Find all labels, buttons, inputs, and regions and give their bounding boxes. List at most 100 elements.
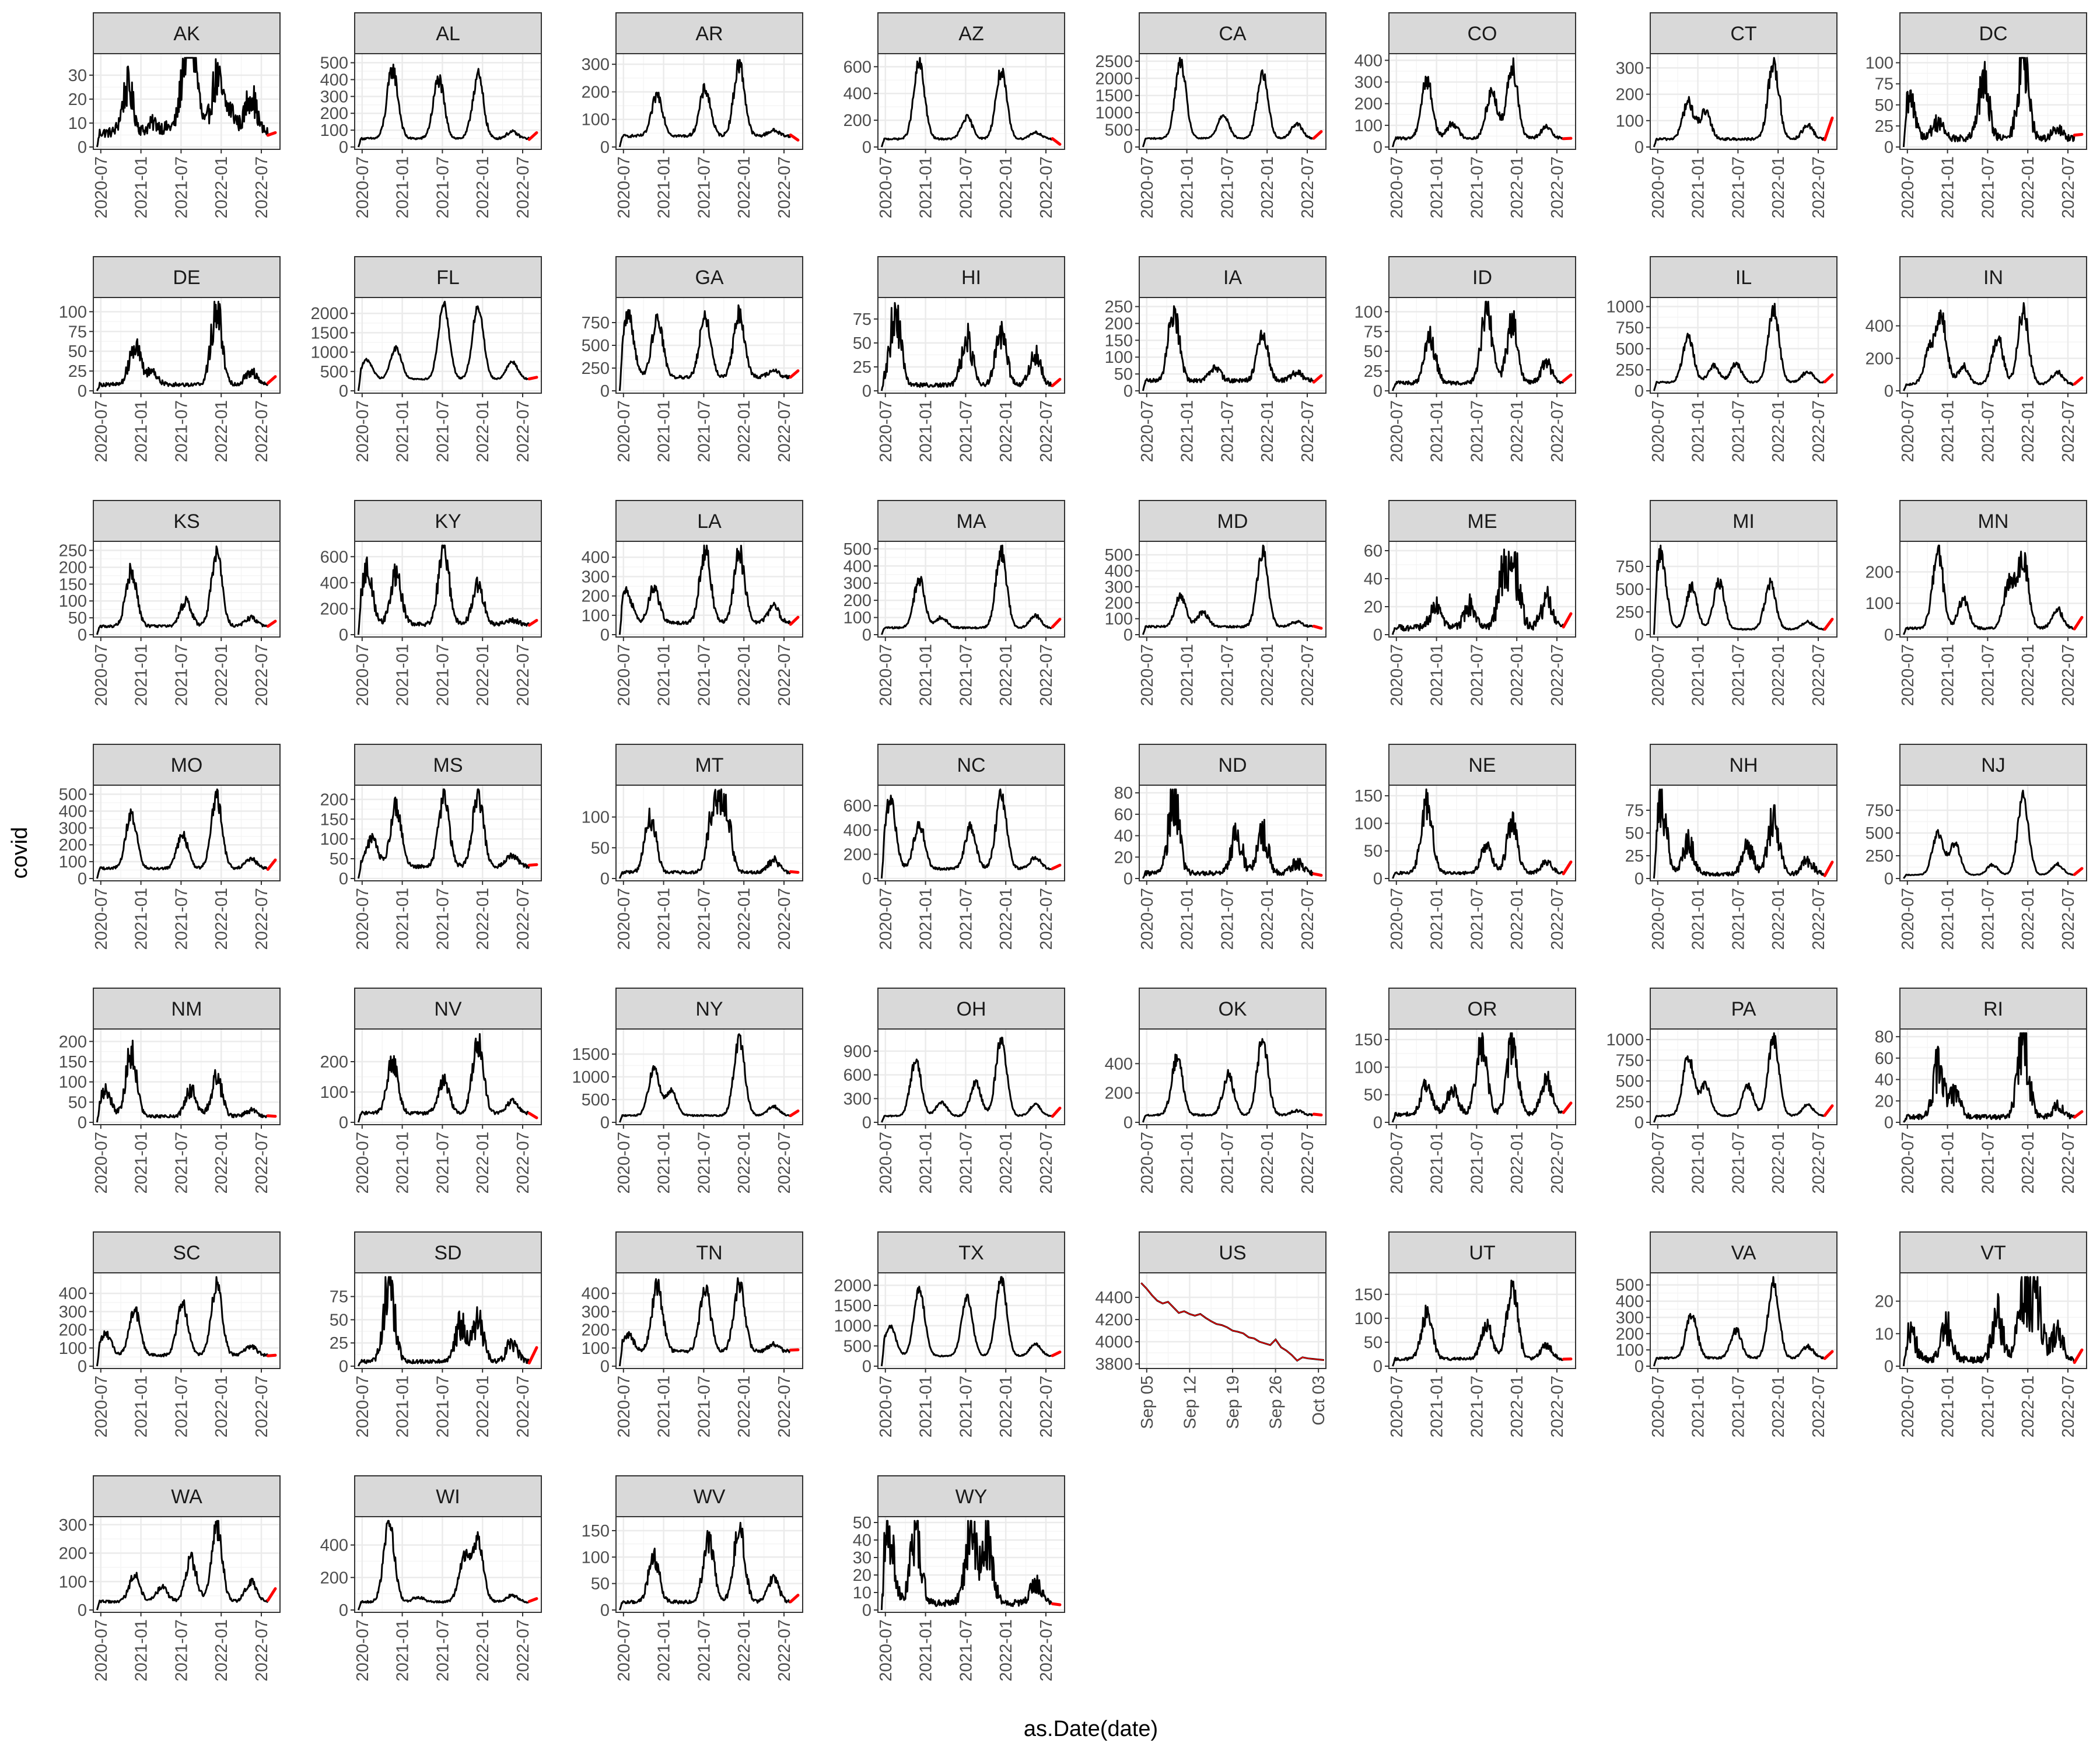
x-tick-label: 2021-07 — [1218, 644, 1237, 706]
y-tick-label: 300 — [582, 1303, 610, 1321]
panel-border — [1139, 297, 1326, 394]
facet-strip-label: WV — [694, 1486, 726, 1508]
x-tick-label: 2022-01 — [474, 156, 492, 218]
panel-border — [354, 541, 542, 638]
y-tick-label: 250 — [1616, 603, 1644, 622]
y-tick-label: 0 — [339, 382, 348, 401]
y-tick-label: 4200 — [1095, 1311, 1133, 1329]
x-tick-label: 2020-07 — [354, 400, 372, 462]
facet-strip-label: CO — [1468, 23, 1497, 45]
x-tick-label: 2021-07 — [957, 400, 975, 462]
y-tick-label: 200 — [844, 592, 872, 610]
x-tick-label: 2021-07 — [695, 400, 713, 462]
x-tick-label: 2021-07 — [957, 888, 975, 950]
panel-background — [1650, 1273, 1837, 1368]
series-line-history — [881, 1037, 1054, 1123]
panel-border — [615, 541, 803, 638]
facet-panel-or: OR 0 50 100 150 2020-07 2021-01 2021-07 2022-01 2… — [1354, 988, 1576, 1194]
facet-strip-label: IL — [1735, 267, 1752, 289]
y-tick-label: 25 — [1625, 847, 1644, 866]
x-tick-label: 2021-01 — [1428, 1132, 1447, 1194]
y-tick-label: 100 — [320, 1083, 348, 1102]
y-tick-label: 0 — [1634, 138, 1644, 157]
facet-strip-label: UT — [1469, 1242, 1495, 1264]
y-tick-label: 200 — [582, 587, 610, 606]
y-tick-label: 60 — [1875, 1049, 1894, 1068]
x-tick-label: 2021-01 — [1178, 400, 1197, 462]
y-tick-label: 150 — [1105, 331, 1133, 350]
panel-background — [1900, 541, 2087, 637]
facet-strip-label: TN — [696, 1242, 722, 1264]
y-tick-label: 0 — [1373, 1357, 1382, 1376]
x-tick-label: 2021-01 — [1689, 644, 1708, 706]
series-line-history — [1902, 1276, 2076, 1367]
y-tick-label: 900 — [844, 1042, 872, 1061]
y-tick-label: 500 — [1616, 340, 1644, 359]
x-tick-label: 2021-01 — [132, 888, 151, 950]
y-tick-label: 150 — [1354, 1031, 1382, 1049]
facet-strip — [1139, 256, 1326, 298]
x-tick-label: 2022-01 — [1769, 400, 1788, 462]
panel-border — [1388, 541, 1576, 638]
panel-border — [93, 541, 281, 638]
y-tick-label: 200 — [320, 1053, 348, 1072]
facet-strip-label: WY — [956, 1486, 988, 1508]
y-tick-label: 750 — [1616, 558, 1644, 576]
series-line-forecast — [1051, 863, 1062, 870]
x-tick-label: 2022-07 — [514, 400, 533, 462]
y-tick-label: 500 — [1105, 121, 1133, 140]
x-tick-label: 2021-07 — [433, 1376, 452, 1437]
x-tick-label: 2021-01 — [394, 156, 412, 218]
facet-strip-label: VT — [1980, 1242, 2006, 1264]
x-tick-label: 2020-07 — [1388, 644, 1406, 706]
series-line-forecast — [527, 1597, 538, 1603]
y-tick-label: 0 — [1884, 626, 1894, 645]
facet-strip — [615, 988, 803, 1030]
y-tick-label: 50 — [1114, 365, 1133, 384]
series-line-history — [1142, 788, 1315, 879]
y-tick-label: 300 — [844, 575, 872, 593]
y-tick-label: 0 — [600, 626, 610, 645]
x-tick-label: 2020-07 — [92, 1132, 111, 1194]
y-tick-label: 400 — [582, 548, 610, 567]
x-tick-label: 2020-07 — [1899, 888, 1917, 950]
y-tick-label: 75 — [1875, 75, 1894, 94]
panel-background — [355, 785, 541, 881]
y-tick-label: 300 — [1616, 1308, 1644, 1327]
y-tick-label: 0 — [78, 626, 87, 645]
y-tick-label: 250 — [1616, 361, 1644, 380]
y-tick-label: 0 — [1124, 382, 1133, 401]
x-tick-label: 2021-07 — [1468, 1132, 1486, 1194]
x-tick-label: 2022-01 — [1769, 644, 1788, 706]
panel-border — [93, 1516, 281, 1613]
y-tick-label: 40 — [1875, 1071, 1894, 1090]
facet-strip — [1899, 1231, 2087, 1273]
facet-strip — [93, 988, 281, 1030]
facet-strip-label: KY — [435, 510, 461, 533]
y-tick-label: 20 — [1875, 1092, 1894, 1111]
y-tick-label: 100 — [1616, 112, 1644, 131]
y-tick-label: 75 — [1364, 323, 1382, 341]
facet-strip — [877, 1475, 1065, 1517]
x-tick-label: 2021-07 — [695, 888, 713, 950]
x-tick-label: 2021-07 — [1729, 888, 1748, 950]
x-tick-label: 2022-07 — [1548, 1132, 1567, 1194]
x-tick-label: 2021-01 — [1178, 156, 1197, 218]
facet-panel-co: CO 0 100 200 300 400 2020-07 2021-01 2021-07 2022… — [1354, 12, 1576, 218]
x-tick-label: 2021-07 — [1729, 1376, 1748, 1437]
x-tick-label: 2021-07 — [1468, 400, 1486, 462]
y-tick-label: 4400 — [1095, 1289, 1133, 1307]
panel-border — [93, 785, 281, 881]
y-tick-label: 300 — [320, 88, 348, 106]
facet-strip-label: IN — [1983, 267, 2003, 289]
y-tick-label: 150 — [320, 810, 348, 829]
x-tick-label: 2022-07 — [514, 1376, 533, 1437]
x-tick-label: 2021-01 — [1939, 888, 1958, 950]
facet-strip-label: LA — [697, 510, 722, 533]
series-line-forecast — [1823, 860, 1834, 877]
y-tick-label: 400 — [1616, 1293, 1644, 1311]
facet-strip-label: OR — [1468, 998, 1497, 1020]
panel-border — [93, 53, 281, 150]
x-tick-label: 2021-01 — [655, 1132, 674, 1194]
y-tick-label: 0 — [1373, 870, 1382, 888]
